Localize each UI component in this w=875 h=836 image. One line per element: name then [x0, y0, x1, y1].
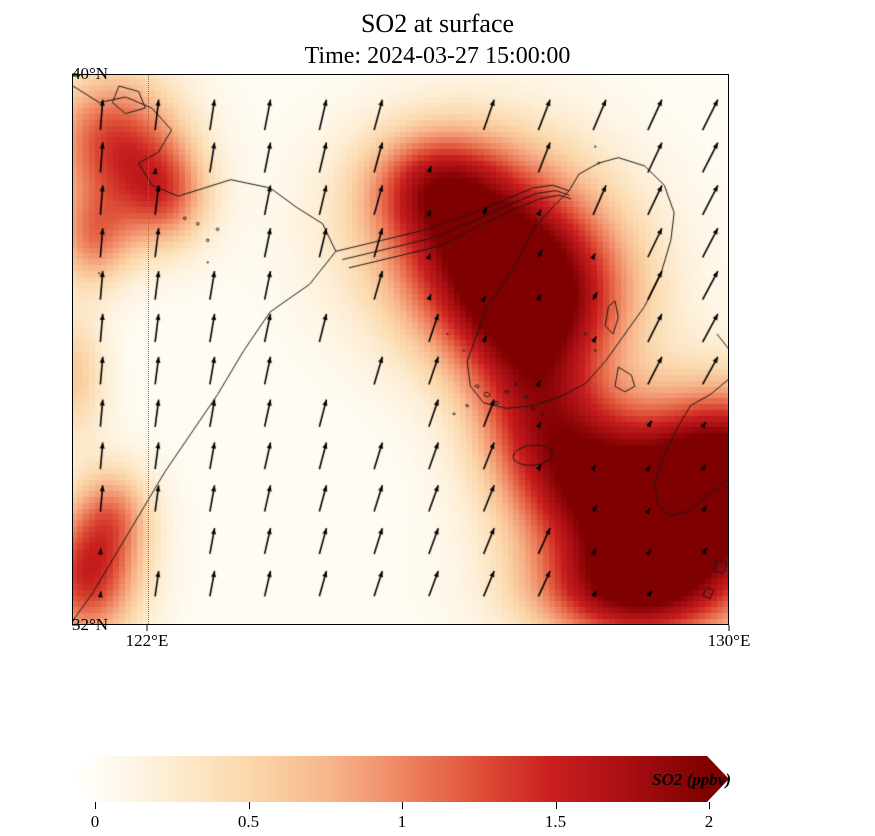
cb-tick-label-3: 1.5 [545, 812, 566, 832]
gridline-32N [73, 624, 728, 625]
cb-tick-1 [249, 802, 250, 809]
chart-subtitle: Time: 2024-03-27 15:00:00 [0, 41, 875, 71]
cb-tick-2 [402, 802, 403, 809]
colorbar[interactable]: 0 0.5 1 1.5 2 SO2 (ppbv) [73, 748, 729, 836]
cb-tick-4 [709, 802, 710, 809]
gridline-122E [148, 75, 149, 624]
map-plot-area[interactable] [72, 74, 729, 625]
cb-tick-label-1: 0.5 [238, 812, 259, 832]
so2-heatmap-layer [73, 75, 729, 625]
colorbar-arrow-low [73, 756, 95, 802]
cb-tick-label-4: 2 [705, 812, 714, 832]
cb-tick-label-2: 1 [398, 812, 407, 832]
cb-tick-0 [95, 802, 96, 809]
chart-title: SO2 at surface [0, 8, 875, 41]
so2-map-window: SO2 at surface Time: 2024-03-27 15:00:00… [0, 0, 875, 836]
cb-tick-label-0: 0 [91, 812, 100, 832]
colorbar-gradient-shape[interactable]: 0 0.5 1 1.5 2 SO2 (ppbv) [73, 756, 729, 802]
colorbar-title: SO2 (ppbv) [652, 770, 731, 790]
colorbar-gradient-bar [95, 756, 707, 802]
cb-tick-3 [556, 802, 557, 809]
title-block: SO2 at surface Time: 2024-03-27 15:00:00 [0, 8, 875, 71]
